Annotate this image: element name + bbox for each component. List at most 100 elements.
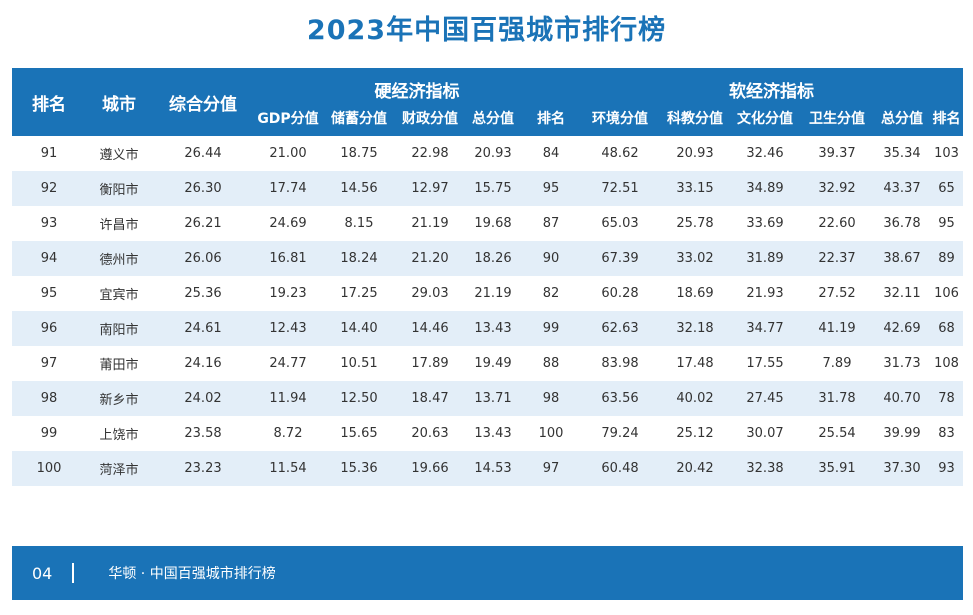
table-cell: 20.42 [660, 451, 730, 486]
table-cell: 17.25 [322, 276, 396, 311]
table-cell: 94 [12, 241, 86, 276]
table-cell: 8.72 [254, 416, 322, 451]
ranking-table-container: 排名 城市 综合分值 硬经济指标 软经济指标 GDP分值 储蓄分值 财政分值 总… [12, 68, 964, 486]
header-hard-group: 硬经济指标 [254, 68, 580, 104]
table-cell: 43.37 [874, 171, 930, 206]
table-cell: 42.69 [874, 311, 930, 346]
table-cell: 33.02 [660, 241, 730, 276]
table-cell: 21.20 [396, 241, 464, 276]
table-cell: 14.46 [396, 311, 464, 346]
table-cell: 62.63 [580, 311, 660, 346]
table-cell: 96 [12, 311, 86, 346]
table-cell: 24.77 [254, 346, 322, 381]
table-row: 100 菏泽市 23.23 11.54 15.36 19.66 14.53 97 60.48 20… [12, 451, 964, 486]
table-cell: 13.43 [464, 416, 522, 451]
table-cell: 108 [930, 346, 964, 381]
table-cell: 100 [522, 416, 580, 451]
table-cell: 许昌市 [86, 206, 152, 241]
table-cell: 106 [930, 276, 964, 311]
table-row: 94 德州市 26.06 16.81 18.24 21.20 18.26 90 67.39 33.… [12, 241, 964, 276]
table-cell: 95 [930, 206, 964, 241]
table-cell: 14.56 [322, 171, 396, 206]
table-cell: 13.43 [464, 311, 522, 346]
table-cell: 12.43 [254, 311, 322, 346]
table-cell: 14.40 [322, 311, 396, 346]
table-cell: 14.53 [464, 451, 522, 486]
table-cell: 13.71 [464, 381, 522, 416]
table-cell: 32.38 [730, 451, 800, 486]
table-cell: 90 [522, 241, 580, 276]
table-cell: 67.39 [580, 241, 660, 276]
table-cell: 10.51 [322, 346, 396, 381]
table-cell: 17.74 [254, 171, 322, 206]
table-row: 91 遵义市 26.44 21.00 18.75 22.98 20.93 84 48.62 20.… [12, 136, 964, 171]
header-science-education: 科教分值 [660, 104, 730, 136]
table-cell: 26.21 [152, 206, 254, 241]
table-cell: 78 [930, 381, 964, 416]
table-cell: 20.93 [464, 136, 522, 171]
footer-divider [72, 563, 75, 583]
table-cell: 20.63 [396, 416, 464, 451]
table-cell: 87 [522, 206, 580, 241]
table-cell: 83.98 [580, 346, 660, 381]
header-hard-total: 总分值 [464, 104, 522, 136]
header-gdp: GDP分值 [254, 104, 322, 136]
table-cell: 20.93 [660, 136, 730, 171]
table-cell: 30.07 [730, 416, 800, 451]
table-cell: 38.67 [874, 241, 930, 276]
table-cell: 84 [522, 136, 580, 171]
table-cell: 25.78 [660, 206, 730, 241]
table-cell: 98 [12, 381, 86, 416]
table-cell: 24.61 [152, 311, 254, 346]
table-row: 98 新乡市 24.02 11.94 12.50 18.47 13.71 98 63.56 40.… [12, 381, 964, 416]
table-cell: 35.34 [874, 136, 930, 171]
table-cell: 17.48 [660, 346, 730, 381]
table-cell: 宜宾市 [86, 276, 152, 311]
table-cell: 25.54 [800, 416, 874, 451]
table-cell: 11.54 [254, 451, 322, 486]
header-city: 城市 [86, 68, 152, 136]
table-cell: 25.36 [152, 276, 254, 311]
table-cell: 31.73 [874, 346, 930, 381]
page-title: 2023年中国百强城市排行榜 [306, 15, 667, 46]
table-cell: 22.98 [396, 136, 464, 171]
table-cell: 83 [930, 416, 964, 451]
table-cell: 莆田市 [86, 346, 152, 381]
header-culture: 文化分值 [730, 104, 800, 136]
table-cell: 24.02 [152, 381, 254, 416]
ranking-table: 排名 城市 综合分值 硬经济指标 软经济指标 GDP分值 储蓄分值 财政分值 总… [12, 68, 964, 486]
table-cell: 31.78 [800, 381, 874, 416]
table-cell: 89 [930, 241, 964, 276]
table-cell: 40.02 [660, 381, 730, 416]
table-cell: 17.55 [730, 346, 800, 381]
table-cell: 95 [522, 171, 580, 206]
table-cell: 98 [522, 381, 580, 416]
table-cell: 25.12 [660, 416, 730, 451]
table-row: 93 许昌市 26.21 24.69 8.15 21.19 19.68 87 65.03 25.7… [12, 206, 964, 241]
table-cell: 21.00 [254, 136, 322, 171]
table-cell: 93 [930, 451, 964, 486]
table-cell: 60.48 [580, 451, 660, 486]
table-cell: 32.18 [660, 311, 730, 346]
table-cell: 79.24 [580, 416, 660, 451]
table-cell: 39.99 [874, 416, 930, 451]
table-cell: 遵义市 [86, 136, 152, 171]
table-row: 99 上饶市 23.58 8.72 15.65 20.63 13.43 100 79.24 25.… [12, 416, 964, 451]
footer-text: 华顿 · 中国百强城市排行榜 [108, 566, 276, 582]
table-cell: 21.93 [730, 276, 800, 311]
table-cell: 33.15 [660, 171, 730, 206]
table-cell: 菏泽市 [86, 451, 152, 486]
table-cell: 97 [12, 346, 86, 381]
table-cell: 48.62 [580, 136, 660, 171]
header-soft-group: 软经济指标 [580, 68, 964, 104]
table-cell: 22.37 [800, 241, 874, 276]
header-soft-rank: 排名 [930, 104, 964, 136]
table-row: 96 南阳市 24.61 12.43 14.40 14.46 13.43 99 62.63 32.… [12, 311, 964, 346]
header-soft-total: 总分值 [874, 104, 930, 136]
table-cell: 97 [522, 451, 580, 486]
footer-bar: 04 华顿 · 中国百强城市排行榜 [12, 546, 963, 600]
table-cell: 26.06 [152, 241, 254, 276]
table-cell: 36.78 [874, 206, 930, 241]
table-cell: 17.89 [396, 346, 464, 381]
table-row: 97 莆田市 24.16 24.77 10.51 17.89 19.49 88 83.98 17.… [12, 346, 964, 381]
